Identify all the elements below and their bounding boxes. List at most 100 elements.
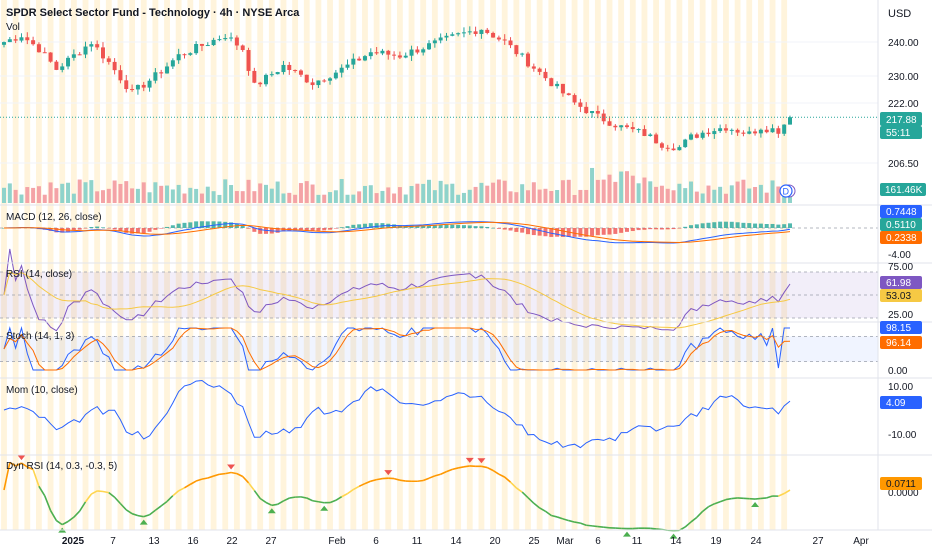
candle-body [311, 82, 315, 85]
candle-body [672, 149, 676, 151]
volume-bar [584, 190, 588, 203]
volume-bar [153, 182, 157, 203]
signal-badge: 0.2338 [886, 233, 917, 244]
volume-bar [538, 190, 542, 203]
candle-body [462, 32, 466, 33]
candle-body [497, 38, 501, 40]
volume-bar [637, 183, 641, 203]
x-tick-label: 16 [187, 536, 199, 547]
session-band [187, 0, 193, 530]
candle-body [404, 56, 408, 58]
candle-body [206, 45, 210, 46]
currency-label: USD [888, 8, 911, 20]
volume-bar [229, 185, 233, 203]
dyn-rsi-segment [231, 472, 237, 473]
macd-histogram-bar [631, 228, 635, 231]
candle-body [468, 31, 472, 32]
candle-body [747, 131, 751, 133]
macd-histogram-bar [706, 223, 710, 228]
macd-histogram-bar [351, 225, 355, 228]
macd-histogram-bar [590, 228, 594, 236]
macd-histogram-bar [514, 228, 518, 232]
macd-histogram-bar [736, 222, 740, 228]
macd-histogram-bar [497, 228, 501, 229]
rsi-badge: 61.98 [886, 278, 911, 289]
volume-bar [95, 191, 99, 203]
candle-body [724, 128, 728, 130]
dyn-rsi-segment [377, 479, 383, 480]
session-band [467, 0, 473, 530]
candle-body [54, 62, 58, 70]
candle-body [229, 38, 233, 39]
candle-body [188, 53, 192, 55]
session-band [770, 0, 776, 530]
candle-body [43, 52, 47, 53]
volume-bar [590, 168, 594, 203]
volume-bar [60, 184, 64, 203]
volume-bar [107, 189, 111, 203]
volume-bar [2, 188, 6, 203]
x-tick-label: 25 [528, 536, 540, 547]
volume-bar [14, 190, 18, 203]
candle-body [130, 89, 134, 90]
candle-body [113, 62, 117, 70]
candle-body [281, 65, 285, 72]
candle-body [346, 65, 350, 68]
volume-bar [311, 185, 315, 203]
x-tick-label: 13 [148, 536, 160, 547]
volume-bar [316, 195, 320, 203]
candle-body [543, 72, 547, 78]
macd-histogram-bar [578, 228, 582, 237]
candle-body [19, 37, 23, 40]
session-band [211, 0, 217, 530]
volume-bar [89, 180, 93, 203]
volume-bar [439, 181, 443, 203]
candle-body [584, 107, 588, 113]
macd-histogram-bar [474, 226, 478, 228]
dyn-rsi-segment [761, 498, 767, 499]
candle-body [322, 80, 326, 81]
macd-histogram-bar [142, 228, 146, 233]
candle-body [247, 50, 251, 71]
candle-body [695, 134, 699, 137]
macd-histogram-bar [526, 228, 530, 234]
dyn-rsi-segment [732, 498, 738, 499]
macd-histogram-bar [148, 228, 152, 232]
dyn-rsi-segment [417, 480, 423, 481]
session-band [746, 0, 752, 530]
rsi-y-tick-75: 75.00 [888, 262, 913, 273]
candle-body [538, 69, 542, 72]
session-band [711, 0, 717, 530]
volume-bar [43, 195, 47, 203]
session-band [222, 0, 228, 530]
candle-body [351, 59, 355, 65]
candle-body [712, 131, 716, 134]
candle-body [410, 50, 414, 56]
volume-bar [561, 180, 565, 203]
candle-body [217, 39, 221, 40]
candle-body [299, 70, 303, 74]
macd-histogram-bar [159, 228, 163, 229]
y-tick-206-5: 206.50 [888, 159, 919, 170]
candle-body [375, 52, 379, 53]
volume-bar [567, 180, 571, 203]
candle-body [369, 52, 373, 56]
candle-body [398, 55, 402, 57]
dividend-marker-glyph: D [783, 187, 790, 197]
candle-body [165, 66, 169, 73]
volume-bar [485, 186, 489, 203]
macd-histogram-bar [683, 227, 687, 228]
session-band [432, 0, 438, 530]
volume-bar [421, 184, 425, 203]
session-band [455, 0, 461, 530]
volume-bar [118, 184, 122, 203]
session-band [36, 0, 42, 530]
macd-histogram-bar [730, 222, 734, 228]
candle-body [316, 80, 320, 85]
volume-bar [456, 195, 460, 203]
x-tick-label: 22 [226, 536, 238, 547]
candle-body [427, 43, 431, 49]
candle-body [95, 44, 99, 47]
candle-body [613, 126, 617, 127]
session-band [758, 0, 764, 530]
